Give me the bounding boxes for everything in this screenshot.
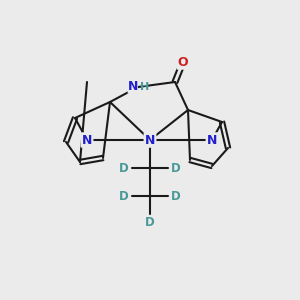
Text: D: D — [119, 190, 129, 202]
Text: H: H — [140, 82, 149, 92]
Text: D: D — [171, 190, 181, 202]
Text: N: N — [128, 80, 138, 94]
Text: D: D — [119, 161, 129, 175]
Text: N: N — [207, 134, 217, 146]
Text: N: N — [82, 134, 92, 146]
Text: D: D — [145, 215, 155, 229]
Text: N: N — [145, 134, 155, 146]
Text: O: O — [178, 56, 188, 68]
Text: D: D — [171, 161, 181, 175]
